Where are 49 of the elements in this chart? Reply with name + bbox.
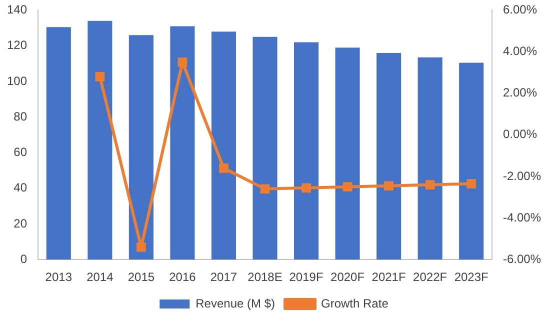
bar xyxy=(252,36,278,260)
y2-tick-label: -6.00% xyxy=(502,252,542,266)
y2-tick-label: -2.00% xyxy=(502,168,542,183)
point xyxy=(136,242,146,252)
bar xyxy=(88,20,112,260)
point xyxy=(219,163,228,173)
bar xyxy=(128,35,154,260)
x-tick-label: 2019F xyxy=(289,270,324,284)
y2-tick-label: 0.00% xyxy=(502,127,538,142)
y-tick-label: 20 xyxy=(14,216,28,230)
y-tick-label: 40 xyxy=(14,180,28,195)
point xyxy=(95,72,105,82)
y2-tick-label: 2.00% xyxy=(502,86,538,100)
legend-label: Growth Rate xyxy=(321,296,389,310)
y2-tick-label: 4.00% xyxy=(502,44,538,58)
x-tick-label: 2017 xyxy=(210,270,238,284)
x-tick-label: 2014 xyxy=(86,270,114,284)
legend-label: Revenue (M $) xyxy=(196,296,276,310)
y2-tick-label: 6.00% xyxy=(502,2,538,17)
y-tick-label: 120 xyxy=(6,38,28,52)
bar xyxy=(376,52,402,260)
x-tick-label: 2022F xyxy=(413,270,448,284)
y-tick-label: 80 xyxy=(14,109,28,124)
x-tick-label: 2020F xyxy=(330,270,365,284)
x-tick-label: 2013 xyxy=(45,270,72,284)
point xyxy=(384,181,394,190)
y-tick-label: 140 xyxy=(6,2,28,17)
x-tick-label: 2015 xyxy=(128,270,155,284)
x-tick-label: 2021F xyxy=(372,270,406,284)
point xyxy=(178,57,188,67)
point xyxy=(260,184,270,194)
bar xyxy=(459,62,484,260)
point xyxy=(302,183,311,193)
y-tick-label: 60 xyxy=(14,145,28,160)
bar xyxy=(170,26,195,260)
y2-tick-label: -4.00% xyxy=(502,210,542,224)
point xyxy=(342,182,352,192)
bar xyxy=(46,27,71,260)
bar xyxy=(211,32,236,260)
point xyxy=(425,180,435,190)
bar xyxy=(335,48,360,260)
y-tick-label: 0 xyxy=(20,252,28,266)
x-tick-label: 2016 xyxy=(169,270,196,284)
point xyxy=(466,179,476,188)
bar xyxy=(418,57,442,260)
x-tick-label: 2018E xyxy=(248,270,282,284)
y-tick-label: 100 xyxy=(6,74,28,88)
x-tick-label: 2023F xyxy=(454,270,488,284)
bar xyxy=(294,42,319,260)
